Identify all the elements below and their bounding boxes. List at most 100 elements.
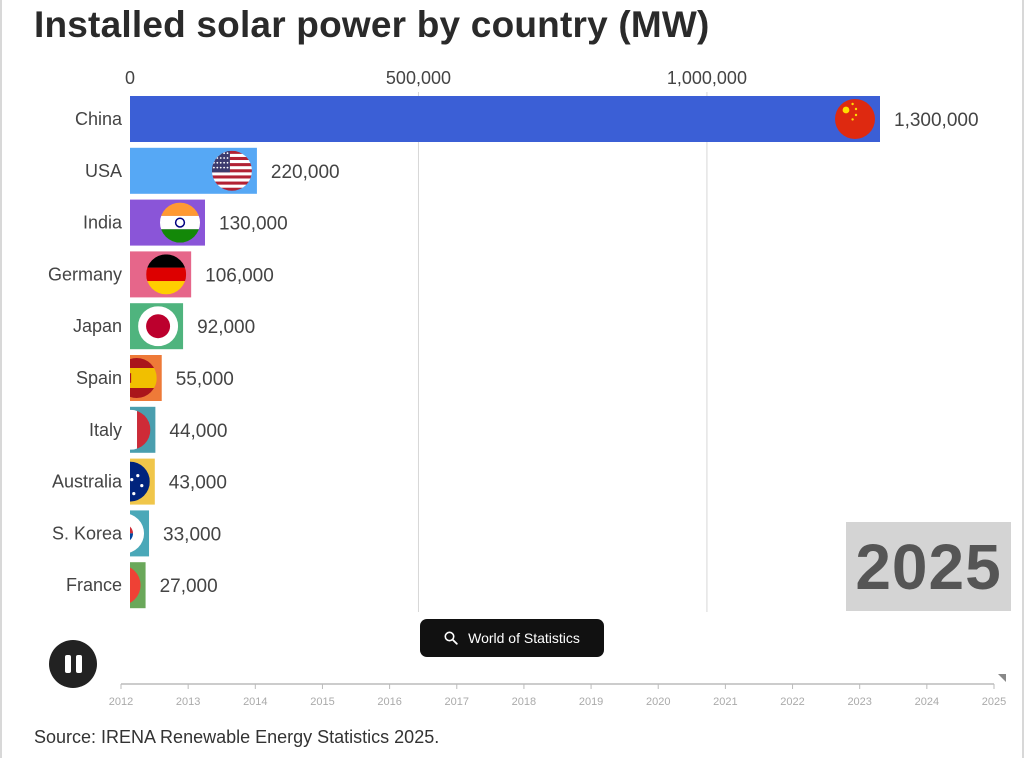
flag-australia-wrapper xyxy=(130,461,150,502)
flag-stripe xyxy=(211,163,252,167)
x-tick-label: 1,000,000 xyxy=(667,68,747,88)
value-label-germany: 106,000 xyxy=(205,265,274,286)
flag-germany-icon xyxy=(146,254,187,295)
flag-italy-icon xyxy=(130,409,151,450)
flag-star xyxy=(223,157,226,159)
x-tick-label: 500,000 xyxy=(386,68,451,88)
flag-stripe xyxy=(211,175,252,179)
country-label-germany: Germany xyxy=(48,264,122,284)
flag-band xyxy=(146,254,187,268)
flag-star xyxy=(851,102,854,106)
right-edge xyxy=(1022,0,1024,758)
country-label-japan: Japan xyxy=(73,316,122,336)
flag-star xyxy=(130,478,134,482)
flag-band xyxy=(160,229,200,243)
flag-field xyxy=(130,461,150,502)
flag-band xyxy=(160,202,200,216)
flag-star xyxy=(223,166,226,169)
flag-star xyxy=(219,166,222,169)
flag-south-korea-icon xyxy=(130,513,145,554)
country-label-usa: USA xyxy=(85,161,122,181)
flag-stripe xyxy=(211,150,252,155)
timeline-year-label: 2014 xyxy=(243,696,267,708)
country-label-spain: Spain xyxy=(76,368,122,388)
flag-band xyxy=(130,565,141,606)
country-label-s-korea: S. Korea xyxy=(52,523,123,543)
flag-germany-wrapper xyxy=(146,254,187,295)
flag-india-icon xyxy=(160,202,200,243)
timeline-year-label: 2021 xyxy=(713,696,737,708)
flag-stripe xyxy=(211,187,252,191)
flag-france-icon xyxy=(130,565,141,606)
flag-band xyxy=(130,409,138,450)
value-label-india: 130,000 xyxy=(219,214,288,235)
value-label-s-korea: 33,000 xyxy=(163,524,221,545)
flag-star xyxy=(226,152,229,155)
value-label-spain: 55,000 xyxy=(176,369,234,390)
flag-band xyxy=(160,215,200,230)
country-label-france: France xyxy=(66,575,122,595)
flag-star xyxy=(140,484,144,488)
pause-button[interactable] xyxy=(49,640,97,688)
flag-japan-wrapper xyxy=(138,306,179,347)
timeline-year-label: 2022 xyxy=(780,696,804,708)
flag-field xyxy=(130,513,145,554)
timeline-year-label: 2025 xyxy=(982,696,1006,708)
flag-star xyxy=(216,166,219,169)
flag-disc xyxy=(146,314,171,339)
flag-field xyxy=(835,99,875,139)
flag-star xyxy=(842,106,850,114)
flag-spain-wrapper xyxy=(130,358,157,398)
country-label-india: India xyxy=(83,213,123,233)
source-note: Source: IRENA Renewable Energy Statistic… xyxy=(34,727,440,747)
flag-china-icon xyxy=(835,99,875,139)
bar-china xyxy=(130,96,880,142)
search-icon xyxy=(444,631,458,645)
left-edge xyxy=(0,0,2,758)
flag-star xyxy=(226,157,229,159)
value-label-usa: 220,000 xyxy=(271,162,340,183)
country-label-china: China xyxy=(75,109,123,129)
flag-china-wrapper xyxy=(835,99,875,139)
flag-band xyxy=(130,358,157,368)
timeline-year-label: 2017 xyxy=(445,696,469,708)
timeline-year-label: 2019 xyxy=(579,696,603,708)
flag-star xyxy=(219,157,222,159)
flag-band xyxy=(146,267,187,282)
country-label-australia: Australia xyxy=(52,472,123,492)
timeline-year-label: 2018 xyxy=(512,696,536,708)
flag-stripe xyxy=(211,153,252,158)
flag-star xyxy=(213,166,215,169)
flag-japan-icon xyxy=(138,306,179,347)
flag-italy-wrapper xyxy=(130,409,151,450)
channel-search-pill[interactable]: World of Statistics xyxy=(420,619,604,657)
x-tick-label: 0 xyxy=(125,68,135,88)
flag-band xyxy=(146,281,187,295)
flag-star xyxy=(136,474,140,478)
pause-icon-bar-left xyxy=(64,655,71,673)
flag-usa-icon xyxy=(211,150,252,191)
pause-icon-bar-right xyxy=(75,655,82,673)
flag-star xyxy=(219,161,222,164)
flag-star xyxy=(854,107,858,111)
flag-band xyxy=(130,388,157,398)
year-indicator: 2025 xyxy=(846,522,1011,611)
flag-band xyxy=(130,368,157,388)
flag-south-korea-wrapper xyxy=(130,513,145,554)
value-label-france: 27,000 xyxy=(160,576,218,597)
flag-star xyxy=(226,166,229,169)
flag-star xyxy=(226,161,229,164)
flag-star xyxy=(216,161,219,164)
flag-stripe xyxy=(211,181,252,185)
value-label-australia: 43,000 xyxy=(169,473,227,494)
flag-star xyxy=(223,152,226,155)
flag-france-wrapper xyxy=(130,565,141,606)
flag-australia-icon xyxy=(130,461,150,502)
value-label-china: 1,300,000 xyxy=(894,110,979,131)
flag-star xyxy=(854,113,858,117)
timeline-handle[interactable] xyxy=(998,674,1006,682)
timeline-year-label: 2013 xyxy=(176,696,200,708)
timeline-year-label: 2023 xyxy=(847,696,871,708)
